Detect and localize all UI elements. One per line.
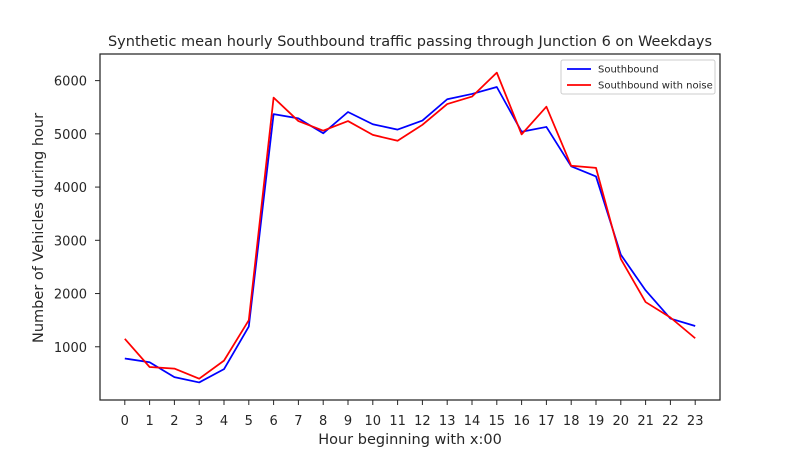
y-axis-label: Number of Vehicles during hour <box>31 113 47 343</box>
y-tick-label: 2000 <box>54 288 87 303</box>
x-tick-label: 16 <box>513 414 530 429</box>
x-tick-label: 0 <box>121 414 129 429</box>
x-tick-label: 19 <box>588 414 605 429</box>
x-tick-label: 3 <box>195 414 203 429</box>
y-tick-label: 6000 <box>54 75 87 90</box>
x-tick-label: 9 <box>344 414 352 429</box>
x-tick-label: 10 <box>365 414 382 429</box>
legend: Southbound Southbound with noise <box>560 59 716 95</box>
x-axis-label: Hour beginning with x:00 <box>318 432 502 448</box>
legend-entry: Southbound with noise <box>598 81 713 92</box>
x-tick-label: 11 <box>389 414 406 429</box>
y-tick-label: 5000 <box>54 128 87 143</box>
legend-entry: Southbound <box>598 65 659 76</box>
x-tick-label: 21 <box>637 414 654 429</box>
y-tick-label: 3000 <box>54 234 87 249</box>
x-tick-label: 17 <box>538 414 555 429</box>
x-tick-label: 6 <box>269 414 277 429</box>
y-tick-label: 1000 <box>54 341 87 356</box>
x-tick-label: 23 <box>687 414 704 429</box>
x-tick-label: 7 <box>294 414 302 429</box>
plot-area: 0 1 2 3 4 5 6 7 8 9 10 11 12 13 14 15 16 17 18 19 20 21 22 2310… <box>54 53 721 429</box>
x-tick-label: 13 <box>439 414 456 429</box>
x-tick-label: 22 <box>662 414 679 429</box>
x-tick-label: 15 <box>489 414 506 429</box>
x-tick-label: 5 <box>245 414 253 429</box>
x-tick-label: 4 <box>220 414 228 429</box>
x-tick-label: 1 <box>145 414 153 429</box>
series-line-southbound <box>124 86 696 384</box>
legend-box <box>560 59 716 95</box>
x-tick-label: 18 <box>563 414 580 429</box>
x-tick-label: 20 <box>613 414 630 429</box>
x-tick-label: 12 <box>414 414 431 429</box>
chart-title: Synthetic mean hourly Southbound traffic… <box>108 34 712 50</box>
axes-frame <box>99 53 721 401</box>
x-tick-label: 2 <box>170 414 178 429</box>
y-tick-label: 4000 <box>54 181 87 196</box>
x-tick-label: 8 <box>319 414 327 429</box>
x-tick-label: 14 <box>464 414 481 429</box>
series-line-southbound-with-noise <box>124 71 696 380</box>
